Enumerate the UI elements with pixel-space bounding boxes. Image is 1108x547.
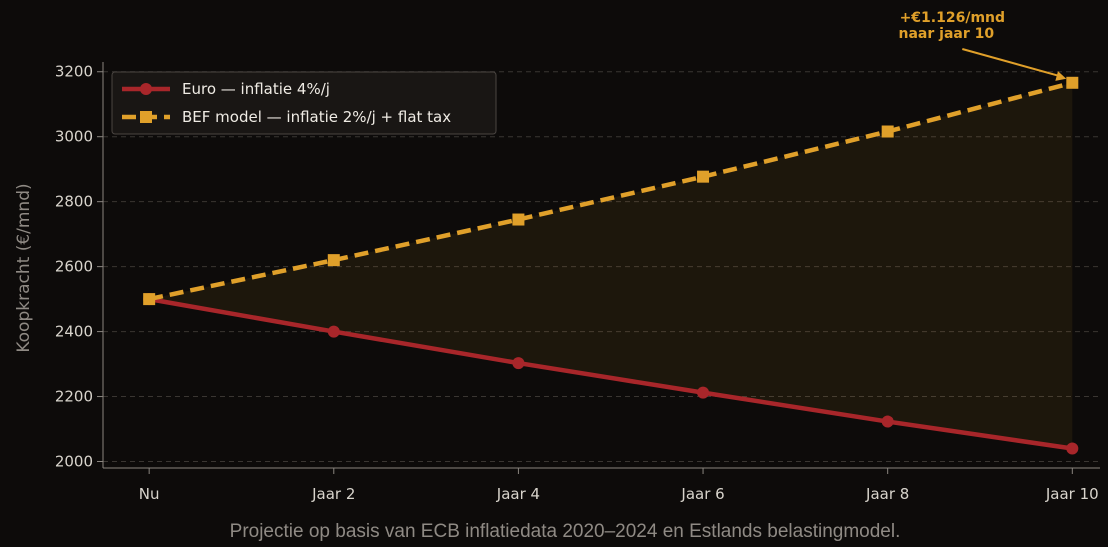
y-tick-label: 2200	[55, 388, 93, 406]
y-axis-label: Koopkracht (€/mnd)	[14, 183, 34, 352]
y-tick-label: 2800	[55, 193, 93, 211]
data-point-series-1	[881, 415, 894, 428]
data-point-series-2	[512, 213, 525, 226]
data-point-series-2	[143, 293, 156, 306]
y-tick-label: 2000	[55, 453, 93, 471]
data-point-series-2	[327, 254, 340, 267]
x-tick-label: Nu	[139, 485, 160, 503]
annotation-arrow-head	[1055, 71, 1067, 81]
data-point-series-1	[512, 357, 525, 370]
x-tick-label: Jaar 8	[865, 485, 909, 503]
series-line-2	[148, 80, 1073, 302]
series-lines	[143, 76, 1079, 455]
data-point-series-1	[327, 325, 340, 338]
y-tick-label: 3000	[55, 128, 93, 146]
data-point-series-2	[697, 170, 710, 183]
chart-caption: Projectie op basis van ECB inflatiedata …	[229, 521, 901, 542]
x-tick-label: Jaar 4	[496, 485, 540, 503]
x-tick-label: Jaar 10	[1045, 485, 1099, 503]
axes: 2000 2200 2400 2600 2800 3000 3200 Nu Jaar 2 Jaar…	[55, 62, 1100, 503]
x-tick-label: Jaar 2	[311, 485, 355, 503]
legend-label: BEF model — inflatie 2%/j + flat tax	[182, 108, 451, 126]
annotation-text-line: +€1.126/mnd	[900, 10, 1005, 26]
y-tick-label: 3200	[55, 63, 93, 81]
data-point-series-1	[697, 386, 710, 399]
x-tick-label: Jaar 6	[680, 485, 724, 503]
area-between-series	[149, 82, 1073, 449]
data-point-series-2	[881, 125, 894, 138]
data-point-series-2	[1066, 76, 1079, 89]
fill-between-area	[149, 82, 1073, 449]
legend-label: Euro — inflatie 4%/j	[182, 80, 330, 98]
data-point-series-1	[1066, 442, 1079, 455]
annotation-text-line: naar jaar 10	[899, 26, 995, 42]
y-tick-label: 2400	[55, 323, 93, 341]
annotation-arrow-line	[962, 48, 1063, 78]
legend-swatch-marker	[140, 111, 152, 123]
legend-box	[111, 71, 497, 135]
legend-swatch-marker	[140, 83, 152, 95]
legend: Euro — inflatie 4%/j BEF model — inflatie…	[111, 71, 497, 135]
y-tick-label: 2600	[55, 258, 93, 276]
series-line-1	[148, 296, 1073, 451]
